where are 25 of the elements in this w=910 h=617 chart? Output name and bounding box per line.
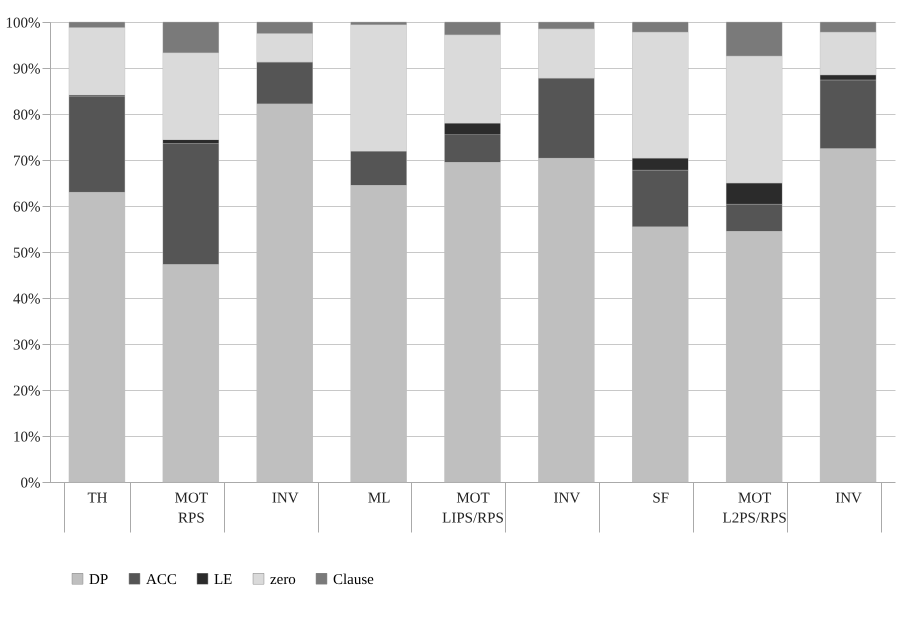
y-tick-label: 50% [13, 246, 40, 262]
legend-label: DP [89, 572, 108, 588]
y-tick-label: 80% [13, 108, 40, 124]
y-tick-label: 70% [13, 154, 40, 170]
x-tick-label: ML [368, 490, 390, 506]
x-tick-label: SF [652, 490, 670, 506]
x-tick-label: INV [835, 490, 862, 506]
x-tick-label: INV [272, 490, 299, 506]
legend-label: Clause [333, 572, 374, 588]
x-tick-label: MOT L2PS/RPS [722, 490, 787, 526]
x-tick-label: MOT RPS [174, 490, 208, 526]
y-tick-label: 60% [13, 200, 40, 216]
y-tick-label: 40% [13, 292, 40, 308]
x-tick-label: INV [554, 490, 580, 506]
x-tick-label: TH [87, 490, 108, 506]
y-tick-label: 0% [20, 476, 40, 492]
y-tick-label: 20% [13, 384, 40, 400]
y-tick-label: 100% [6, 16, 40, 32]
legend-label: zero [270, 572, 296, 588]
y-tick-label: 90% [13, 62, 40, 78]
x-tick-label: MOT LIPS/RPS [442, 490, 504, 526]
legend-label: ACC [146, 572, 177, 588]
y-tick-label: 10% [13, 430, 40, 446]
legend-label: LE [214, 572, 232, 588]
y-tick-label: 30% [13, 338, 40, 354]
